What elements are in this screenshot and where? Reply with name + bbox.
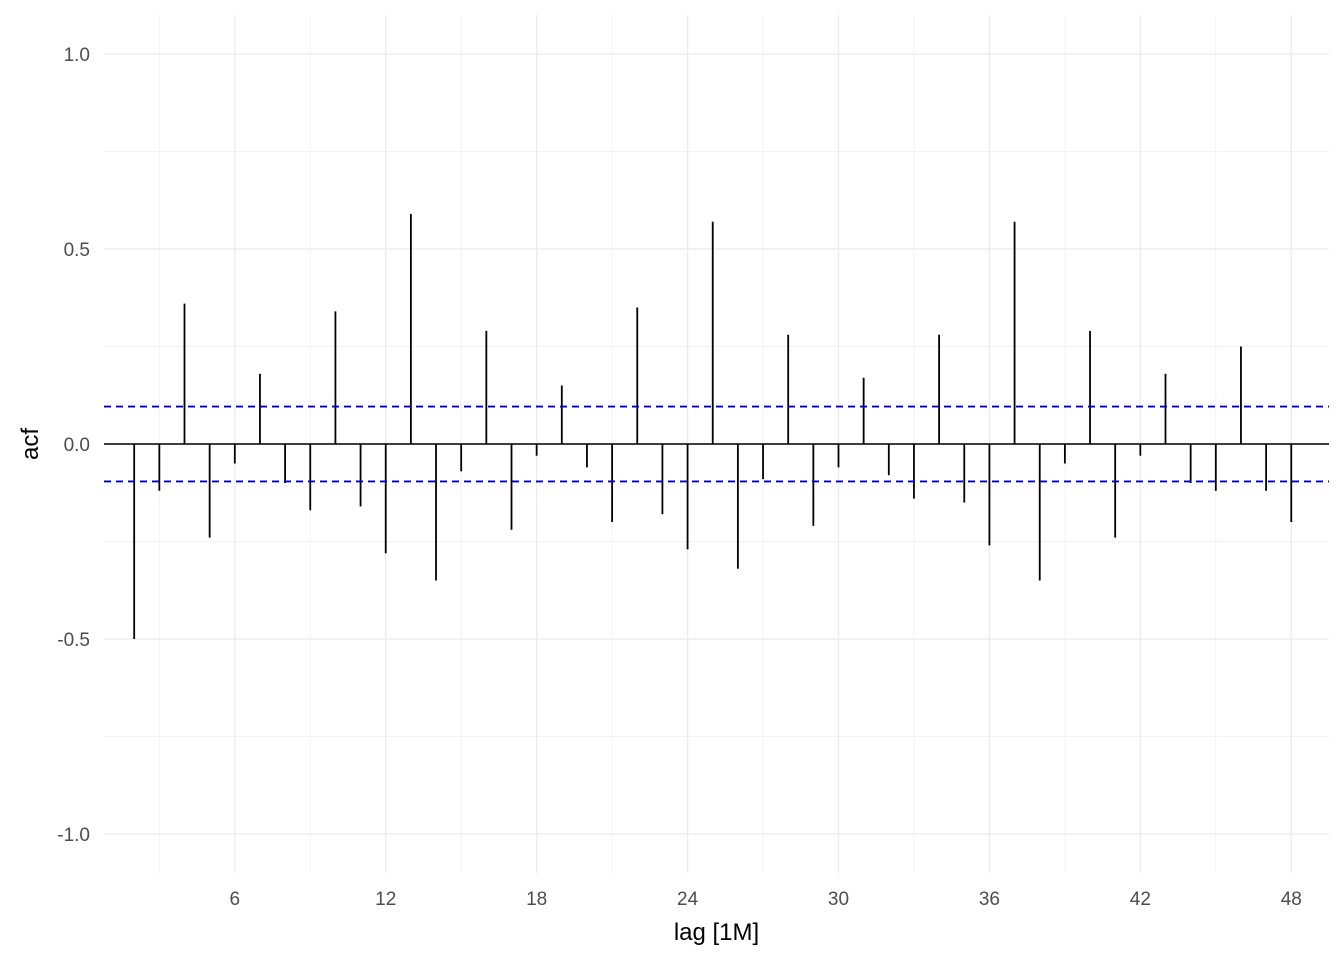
y-tick-label: 0.0	[64, 435, 90, 456]
x-tick-label: 24	[677, 889, 699, 910]
x-tick-label: 30	[828, 889, 849, 910]
y-tick-label: -1.0	[57, 825, 90, 846]
x-tick-label: 48	[1281, 889, 1302, 910]
y-axis-title: acf	[17, 428, 44, 460]
x-axis-title: lag [1M]	[674, 919, 759, 946]
x-tick-label: 42	[1130, 889, 1151, 910]
acf-bars	[104, 213, 1329, 639]
x-tick-label: 36	[979, 889, 1000, 910]
y-tick-label: 1.0	[64, 45, 90, 66]
x-tick-label: 12	[375, 889, 396, 910]
x-tick-label: 18	[526, 889, 547, 910]
x-tick-label: 6	[230, 889, 241, 910]
y-tick-label: -0.5	[57, 630, 90, 651]
confidence-bounds	[104, 405, 1329, 483]
y-axis-ticks: -1.0 -0.5 0.0 0.5 1.0	[57, 45, 90, 846]
x-axis-ticks: 6 12 18 24 30 36 42 48	[230, 889, 1302, 910]
y-tick-label: 0.5	[64, 240, 90, 261]
